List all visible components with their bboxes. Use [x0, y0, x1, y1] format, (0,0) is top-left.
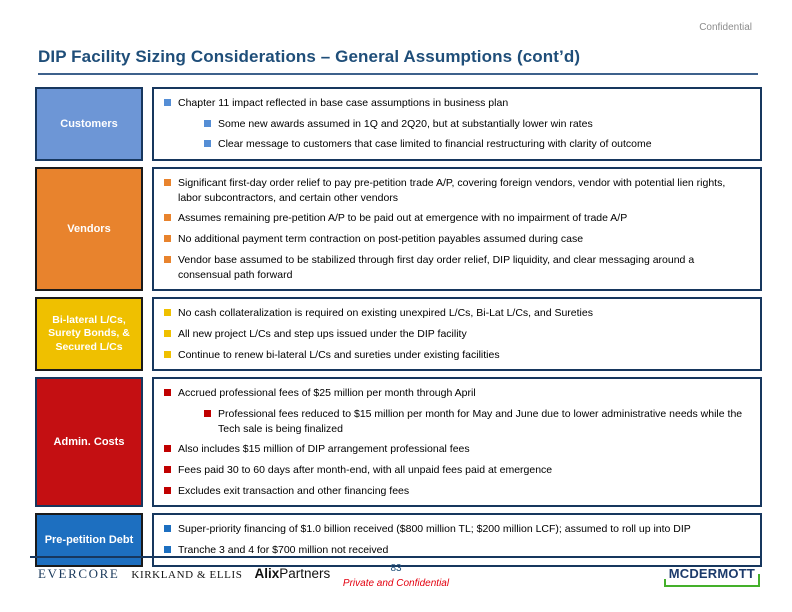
- bullet-square-icon: [164, 309, 171, 317]
- footer: EVERCORE KIRKLAND & ELLIS AlixPartners 8…: [30, 563, 762, 605]
- bullet-text: Fees paid 30 to 60 days after month-end,…: [178, 464, 553, 476]
- bullet-square-icon: [164, 214, 171, 222]
- section-label-pre-petition-debt: Pre-petition Debt: [35, 513, 143, 567]
- section-content-admin-costs: Accrued professional fees of $25 million…: [152, 377, 762, 508]
- bullet-text: Vendor base assumed to be stabilized thr…: [178, 253, 695, 281]
- section-content-bilateral-lcs: No cash collateralization is required on…: [152, 297, 762, 372]
- bullet-text: Significant first-day order relief to pa…: [178, 177, 726, 204]
- bullet-text: Tranche 3 and 4 for $700 million not rec…: [178, 544, 389, 557]
- bullet-square-icon: [204, 140, 211, 148]
- bullet-item: Accrued professional fees of $25 million…: [164, 386, 750, 401]
- bullet-square-icon: [164, 486, 171, 494]
- bullet-text: Chapter 11 impact reflected in base case…: [178, 97, 509, 109]
- page-number: 83: [390, 563, 402, 574]
- sections: Customers Chapter 11 impact reflected in …: [35, 87, 762, 567]
- bullet-square-icon: [164, 546, 171, 554]
- bullet-text: Excludes exit transaction and other fina…: [178, 484, 410, 497]
- bullet-text: Some new awards assumed in 1Q and 2Q20, …: [218, 117, 593, 130]
- bullet-item: Professional fees reduced to $15 million…: [164, 407, 750, 436]
- private-confidential-label: Private and Confidential: [342, 578, 450, 589]
- page-title: DIP Facility Sizing Considerations – Gen…: [38, 47, 581, 66]
- bullet-item: Clear message to customers that case lim…: [164, 137, 750, 152]
- bullet-item: Assumes remaining pre-petition A/P to be…: [164, 211, 750, 226]
- bullet-square-icon: [204, 409, 211, 417]
- section-row-bilateral-lcs: Bi-lateral L/Cs, Surety Bonds, & Secured…: [35, 297, 762, 372]
- section-content-customers: Chapter 11 impact reflected in base case…: [152, 87, 762, 162]
- section-row-vendors: Vendors Significant first-day order relie…: [35, 167, 762, 292]
- bullet-square-icon: [204, 119, 211, 127]
- bullet-text: Super-priority financing of $1.0 billion…: [178, 523, 691, 536]
- bullet-text: Accrued professional fees of $25 million…: [178, 387, 476, 400]
- kirkland-ellis-logo: KIRKLAND & ELLIS: [131, 569, 243, 581]
- bullet-text: Assumes remaining pre-petition A/P to be…: [178, 212, 628, 225]
- bullet-text: No additional payment term contraction o…: [178, 233, 584, 246]
- bullet-text: Clear message to customers that case lim…: [218, 138, 652, 151]
- bullet-square-icon: [164, 235, 171, 243]
- bullet-item: Fees paid 30 to 60 days after month-end,…: [164, 463, 750, 478]
- bullet-square-icon: [164, 350, 171, 358]
- bullet-item: Significant first-day order relief to pa…: [164, 176, 750, 205]
- section-label-bilateral-lcs: Bi-lateral L/Cs, Surety Bonds, & Secured…: [35, 297, 143, 372]
- bullet-item: Also includes $15 million of DIP arrange…: [164, 442, 750, 457]
- footer-divider: [30, 556, 762, 558]
- bullet-item: Super-priority financing of $1.0 billion…: [164, 522, 750, 537]
- bullet-square-icon: [164, 466, 171, 473]
- title-underline: [38, 73, 758, 75]
- bullet-square-icon: [164, 99, 171, 106]
- bullet-item: Tranche 3 and 4 for $700 million not rec…: [164, 543, 750, 558]
- bullet-item: Excludes exit transaction and other fina…: [164, 484, 750, 499]
- bullet-text: Professional fees reduced to $15 million…: [218, 407, 743, 435]
- bullet-square-icon: [164, 179, 171, 187]
- section-content-vendors: Significant first-day order relief to pa…: [152, 167, 762, 292]
- bullet-item: No additional payment term contraction o…: [164, 232, 750, 247]
- alixpartners-logo-rest: Partners: [279, 566, 331, 581]
- bullet-item: Continue to renew bi-lateral L/Cs and su…: [164, 348, 750, 363]
- section-label-customers: Customers: [35, 87, 143, 162]
- mcdermott-logo: MCDERMOTT: [663, 564, 761, 587]
- section-row-customers: Customers Chapter 11 impact reflected in …: [35, 87, 762, 162]
- bullet-item: Vendor base assumed to be stabilized thr…: [164, 253, 750, 282]
- bullet-text: All new project L/Cs and step ups issued…: [178, 327, 467, 340]
- bullet-square-icon: [164, 389, 171, 397]
- alixpartners-logo: AlixPartners: [254, 566, 330, 581]
- bullet-text: No cash collateralization is required on…: [178, 307, 593, 320]
- bullet-square-icon: [164, 525, 171, 533]
- section-row-admin-costs: Admin. Costs Accrued professional fees of…: [35, 377, 762, 508]
- bullet-text: Continue to renew bi-lateral L/Cs and su…: [178, 348, 500, 361]
- bullet-square-icon: [164, 329, 171, 337]
- alixpartners-logo-bold: Alix: [254, 566, 280, 581]
- bullet-square-icon: [164, 255, 171, 263]
- evercore-logo: EVERCORE: [38, 566, 120, 581]
- bullet-item: All new project L/Cs and step ups issued…: [164, 327, 750, 342]
- bullet-text: Also includes $15 million of DIP arrange…: [178, 443, 470, 456]
- footer-logos: EVERCORE KIRKLAND & ELLIS AlixPartners: [38, 566, 330, 582]
- section-content-pre-petition-debt: Super-priority financing of $1.0 billion…: [152, 513, 762, 567]
- bullet-item: Some new awards assumed in 1Q and 2Q20, …: [164, 117, 750, 132]
- bullet-square-icon: [164, 445, 171, 453]
- section-row-pre-petition-debt: Pre-petition Debt Super-priority financin…: [35, 513, 762, 567]
- confidential-marking: Confidential: [699, 22, 752, 33]
- section-label-vendors: Vendors: [35, 167, 143, 292]
- section-label-admin-costs: Admin. Costs: [35, 377, 143, 508]
- bullet-item: No cash collateralization is required on…: [164, 306, 750, 321]
- bullet-item: Chapter 11 impact reflected in base case…: [164, 96, 750, 111]
- footer-center: 83 Private and Confidential: [30, 563, 762, 589]
